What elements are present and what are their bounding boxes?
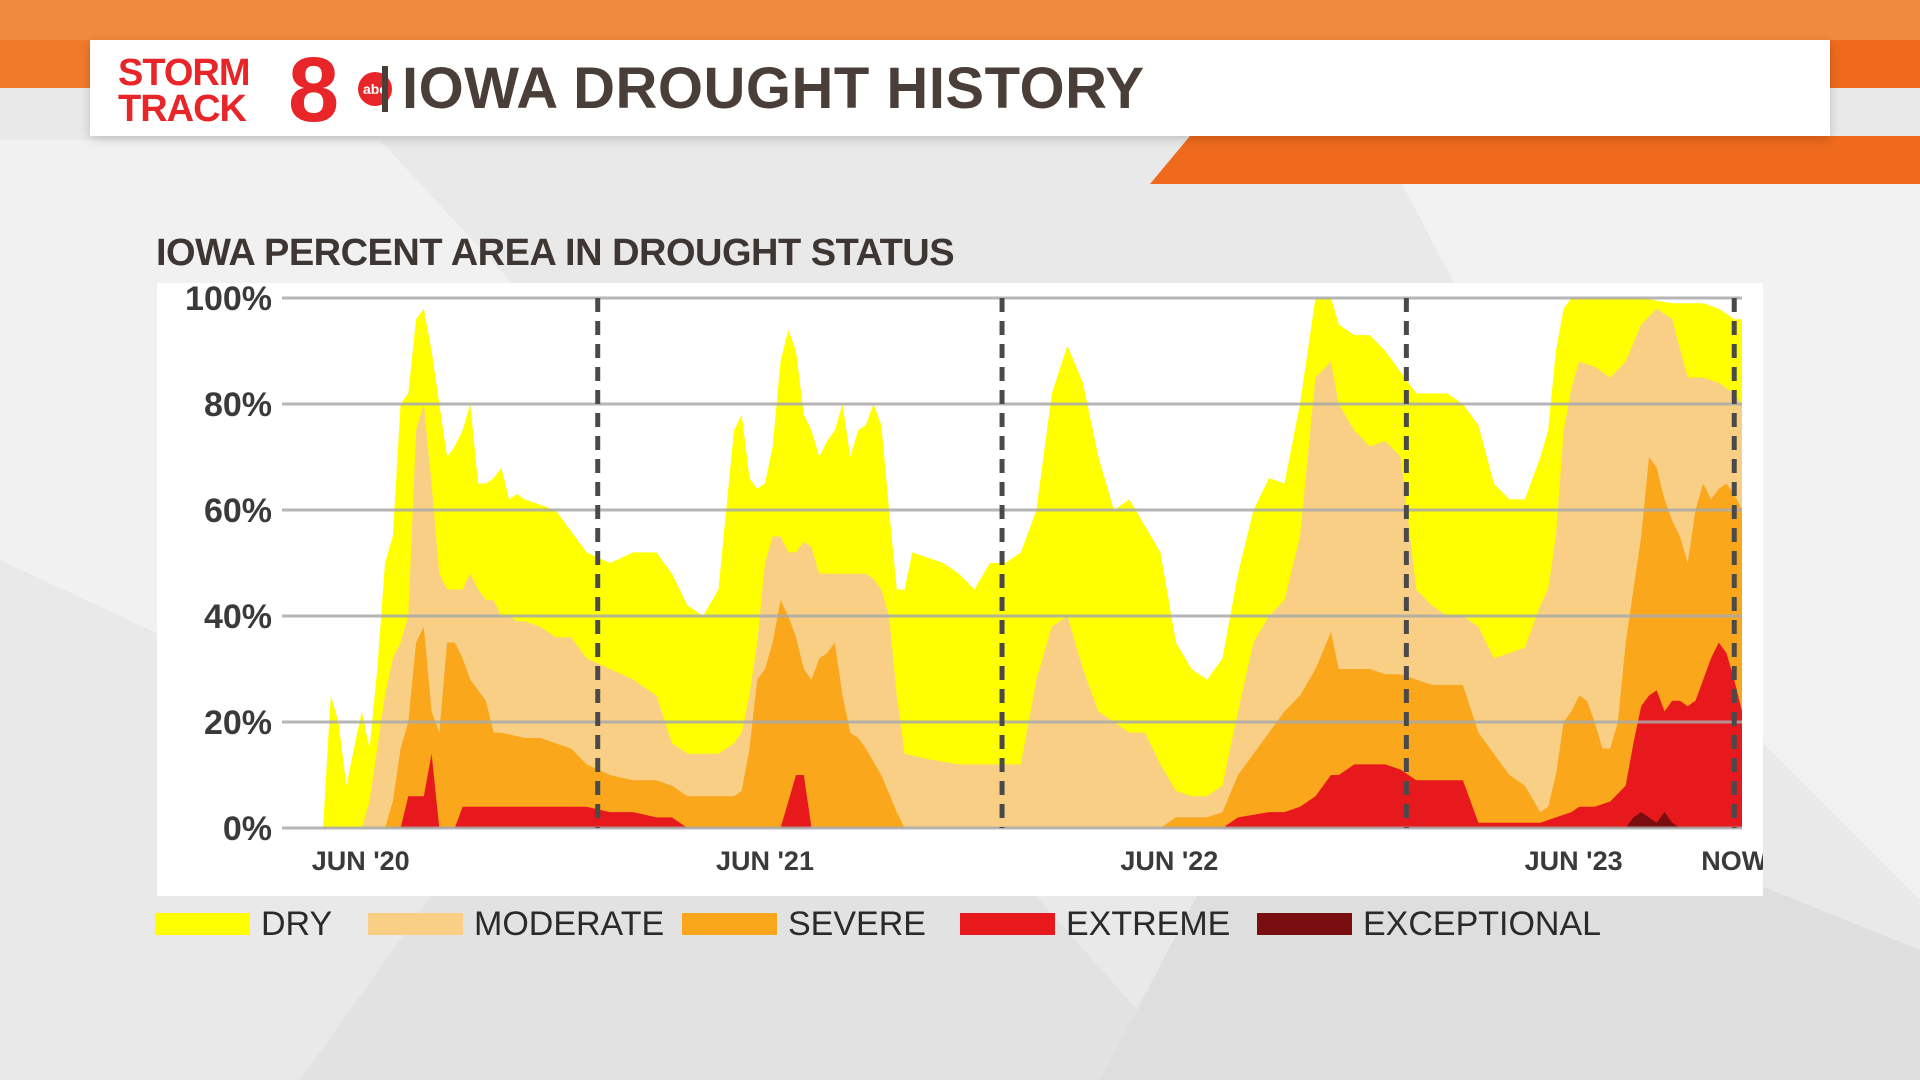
y-tick-label: 100% <box>185 283 272 318</box>
header-bar: STORM TRACK 8 abc IOWA DROUGHT HISTORY <box>90 40 1830 136</box>
x-tick-label: JUN '21 <box>716 846 814 876</box>
drought-area-chart: 0% 20% 40% 60% 80% 100% JUN '20 JUN '21 JUN '22 J… <box>185 283 1763 876</box>
legend-label: DRY <box>261 905 333 943</box>
legend-swatch <box>1257 913 1352 935</box>
legend-swatch <box>155 913 250 935</box>
series-area-extreme <box>292 642 1742 828</box>
chart-legend: DRY MODERATE SEVERE EXTREME EXCEPTIONAL <box>155 900 1855 950</box>
x-tick-label: JUN '20 <box>312 846 410 876</box>
station-logo: STORM TRACK 8 abc <box>118 44 392 136</box>
legend-label: EXTREME <box>1066 905 1231 943</box>
logo-line2: TRACK <box>118 88 247 130</box>
page-title: IOWA DROUGHT HISTORY <box>402 56 1145 121</box>
legend-label: EXCEPTIONAL <box>1363 905 1602 943</box>
logo-line1: STORM <box>118 52 251 94</box>
header-separator <box>382 66 388 112</box>
series-area-severe <box>292 457 1742 828</box>
legend-swatch <box>960 913 1055 935</box>
logo-number: 8 <box>288 39 340 141</box>
y-tick-label: 0% <box>223 810 272 848</box>
x-tick-label: JUN '23 <box>1525 846 1623 876</box>
x-tick-label: JUN '22 <box>1120 846 1218 876</box>
legend-label: SEVERE <box>788 905 926 943</box>
x-tick-label: NOW <box>1701 846 1763 876</box>
y-tick-label: 20% <box>204 704 272 742</box>
chart-panel: 0% 20% 40% 60% 80% 100% JUN '20 JUN '21 JUN '22 J… <box>157 283 1763 896</box>
legend-label: MODERATE <box>474 905 665 943</box>
legend-swatch <box>368 913 463 935</box>
y-tick-label: 60% <box>204 492 272 530</box>
legend-swatch <box>682 913 777 935</box>
y-tick-label: 40% <box>204 598 272 636</box>
y-tick-label: 80% <box>204 386 272 424</box>
chart-title: IOWA PERCENT AREA IN DROUGHT STATUS <box>156 232 955 274</box>
